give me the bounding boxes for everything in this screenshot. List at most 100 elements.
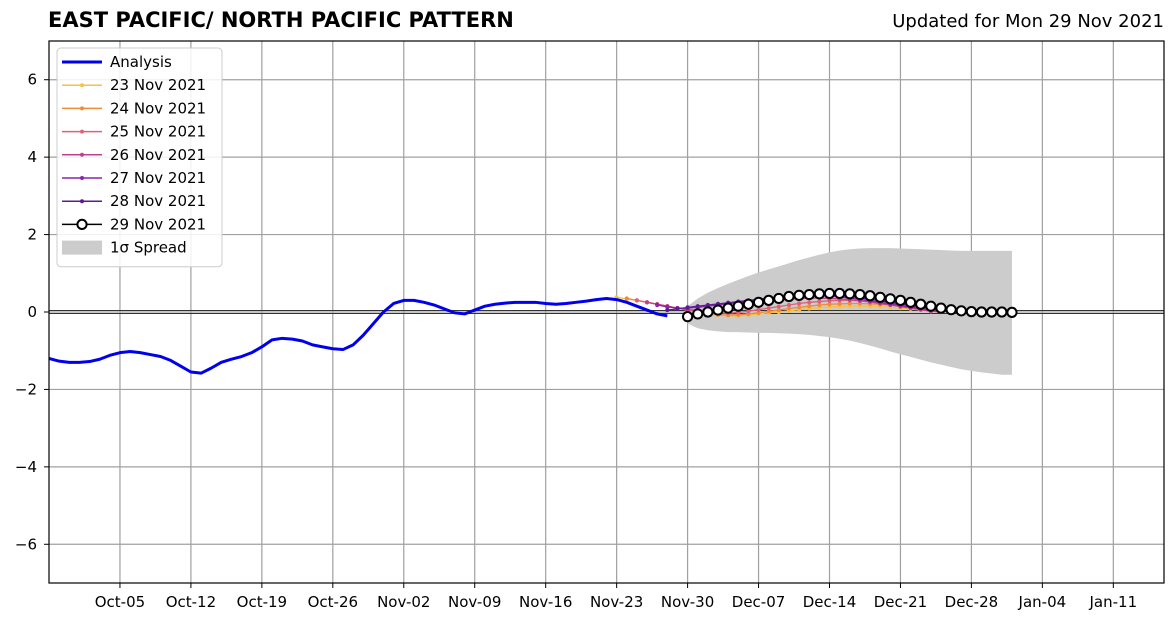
forecast-point	[834, 287, 846, 300]
legend-label: 25 Nov 2021	[110, 123, 206, 141]
forecast-point	[996, 306, 1008, 318]
x-tick-label: Nov-02	[377, 593, 430, 611]
forecast-point	[925, 300, 937, 312]
forecast-point	[742, 298, 755, 310]
forecast-point	[786, 306, 792, 311]
forecast-point	[1006, 306, 1018, 318]
forecast-point	[634, 298, 640, 303]
x-tick-label: Dec-21	[874, 593, 928, 611]
forecast-point	[884, 293, 896, 305]
forecast-point	[773, 292, 785, 305]
forecast-point	[813, 288, 825, 300]
forecast-point	[807, 300, 812, 305]
forecast-point	[644, 300, 650, 305]
spread-band-area	[687, 248, 1012, 375]
forecast-point	[756, 307, 761, 312]
forecast-point	[837, 301, 842, 306]
forecast-point	[705, 302, 710, 308]
forecast-point	[712, 304, 724, 316]
forecast-point	[776, 304, 781, 309]
forecast-point	[803, 288, 815, 301]
forecast-point	[692, 308, 704, 320]
legend-label: 27 Nov 2021	[110, 169, 206, 187]
legend-label: 24 Nov 2021	[110, 99, 206, 117]
y-tick-label: 2	[27, 226, 37, 244]
x-tick-label: Nov-16	[519, 593, 572, 611]
x-tick-label: Jan-04	[1018, 593, 1067, 611]
forecast-point	[817, 299, 822, 304]
forecast-point	[904, 296, 917, 308]
legend: Analysis 23 Nov 2021 24 Nov 2021 25 Nov 202…	[56, 47, 223, 268]
x-tick-label: Oct-05	[95, 593, 145, 611]
x-tick-label: Dec-07	[732, 593, 786, 611]
legend-label: 28 Nov 2021	[110, 192, 206, 210]
forecast-point	[746, 309, 751, 314]
x-tick-label: Dec-28	[945, 593, 999, 611]
forecast-point	[766, 306, 771, 311]
forecast-point	[854, 288, 866, 301]
forecast-point	[776, 307, 781, 313]
y-tick-label: −2	[15, 380, 37, 398]
y-tick-label: −6	[15, 535, 37, 553]
forecast-point	[732, 300, 744, 312]
grid	[49, 41, 1164, 583]
x-tick-label: Nov-23	[590, 593, 643, 611]
forecast-point	[722, 302, 734, 314]
forecast-point	[685, 305, 690, 310]
forecast-point	[695, 304, 700, 309]
forecast-point	[793, 289, 805, 301]
forecast-point	[915, 298, 927, 310]
x-tick-label: Oct-12	[166, 593, 216, 611]
forecast-point	[796, 305, 802, 310]
legend-box	[56, 47, 223, 268]
forecast-point	[796, 301, 802, 306]
forecast-point	[817, 302, 822, 308]
forecast-point	[624, 296, 629, 301]
forecast-point	[783, 290, 795, 303]
forecast-point	[955, 305, 967, 317]
legend-swatch-marker	[80, 83, 84, 88]
legend-label: 29 Nov 2021	[110, 215, 206, 233]
legend-swatch-marker	[80, 106, 84, 111]
forecast-point	[665, 307, 670, 313]
forecast-point	[965, 306, 978, 318]
forecast-point	[986, 306, 998, 318]
forecast-point	[827, 302, 832, 307]
forecast-point	[874, 291, 886, 303]
forecast-point	[864, 290, 876, 302]
series-lines	[49, 287, 1018, 375]
legend-label: 23 Nov 2021	[110, 76, 206, 94]
axes: −6 −4 −2 0 2 4 6 Oct-05 Oct-12 Oct-19 Oct-26 Nov-02…	[15, 40, 1165, 611]
forecast-point	[823, 287, 836, 300]
forecast-point	[786, 302, 792, 308]
chart-title: EAST PACIFIC/ NORTH PACIFIC PATTERN	[48, 8, 514, 32]
y-tick-label: 6	[27, 71, 37, 89]
forecast-point	[807, 304, 812, 309]
forecast-point	[675, 306, 680, 312]
forecast-point	[763, 294, 775, 306]
x-tick-label: Nov-09	[448, 593, 501, 611]
legend-label: 26 Nov 2021	[110, 146, 206, 164]
forecast-point	[894, 294, 907, 306]
y-tick-label: 4	[27, 148, 37, 166]
analysis-line	[49, 296, 668, 375]
chart-subtitle: Updated for Mon 29 Nov 2021	[892, 11, 1164, 32]
x-tick-label: Oct-26	[308, 593, 358, 611]
legend-swatch-spread	[62, 240, 102, 255]
forecast-point	[681, 311, 694, 323]
forecast-point	[752, 296, 765, 308]
forecast-point	[975, 306, 988, 318]
forecast-point	[655, 302, 660, 308]
forecast-point	[844, 288, 856, 300]
x-tick-label: Dec-14	[803, 593, 857, 611]
y-tick-label: 0	[27, 303, 37, 321]
legend-swatch-marker	[80, 152, 84, 157]
forecast-point	[702, 306, 714, 318]
spread-band	[687, 248, 1012, 375]
legend-swatch-marker	[80, 176, 84, 180]
legend-label: 1σ Spread	[110, 239, 187, 257]
legend-label: Analysis	[110, 53, 172, 71]
forecast-point	[935, 302, 947, 314]
y-tick-label: −4	[15, 458, 37, 476]
